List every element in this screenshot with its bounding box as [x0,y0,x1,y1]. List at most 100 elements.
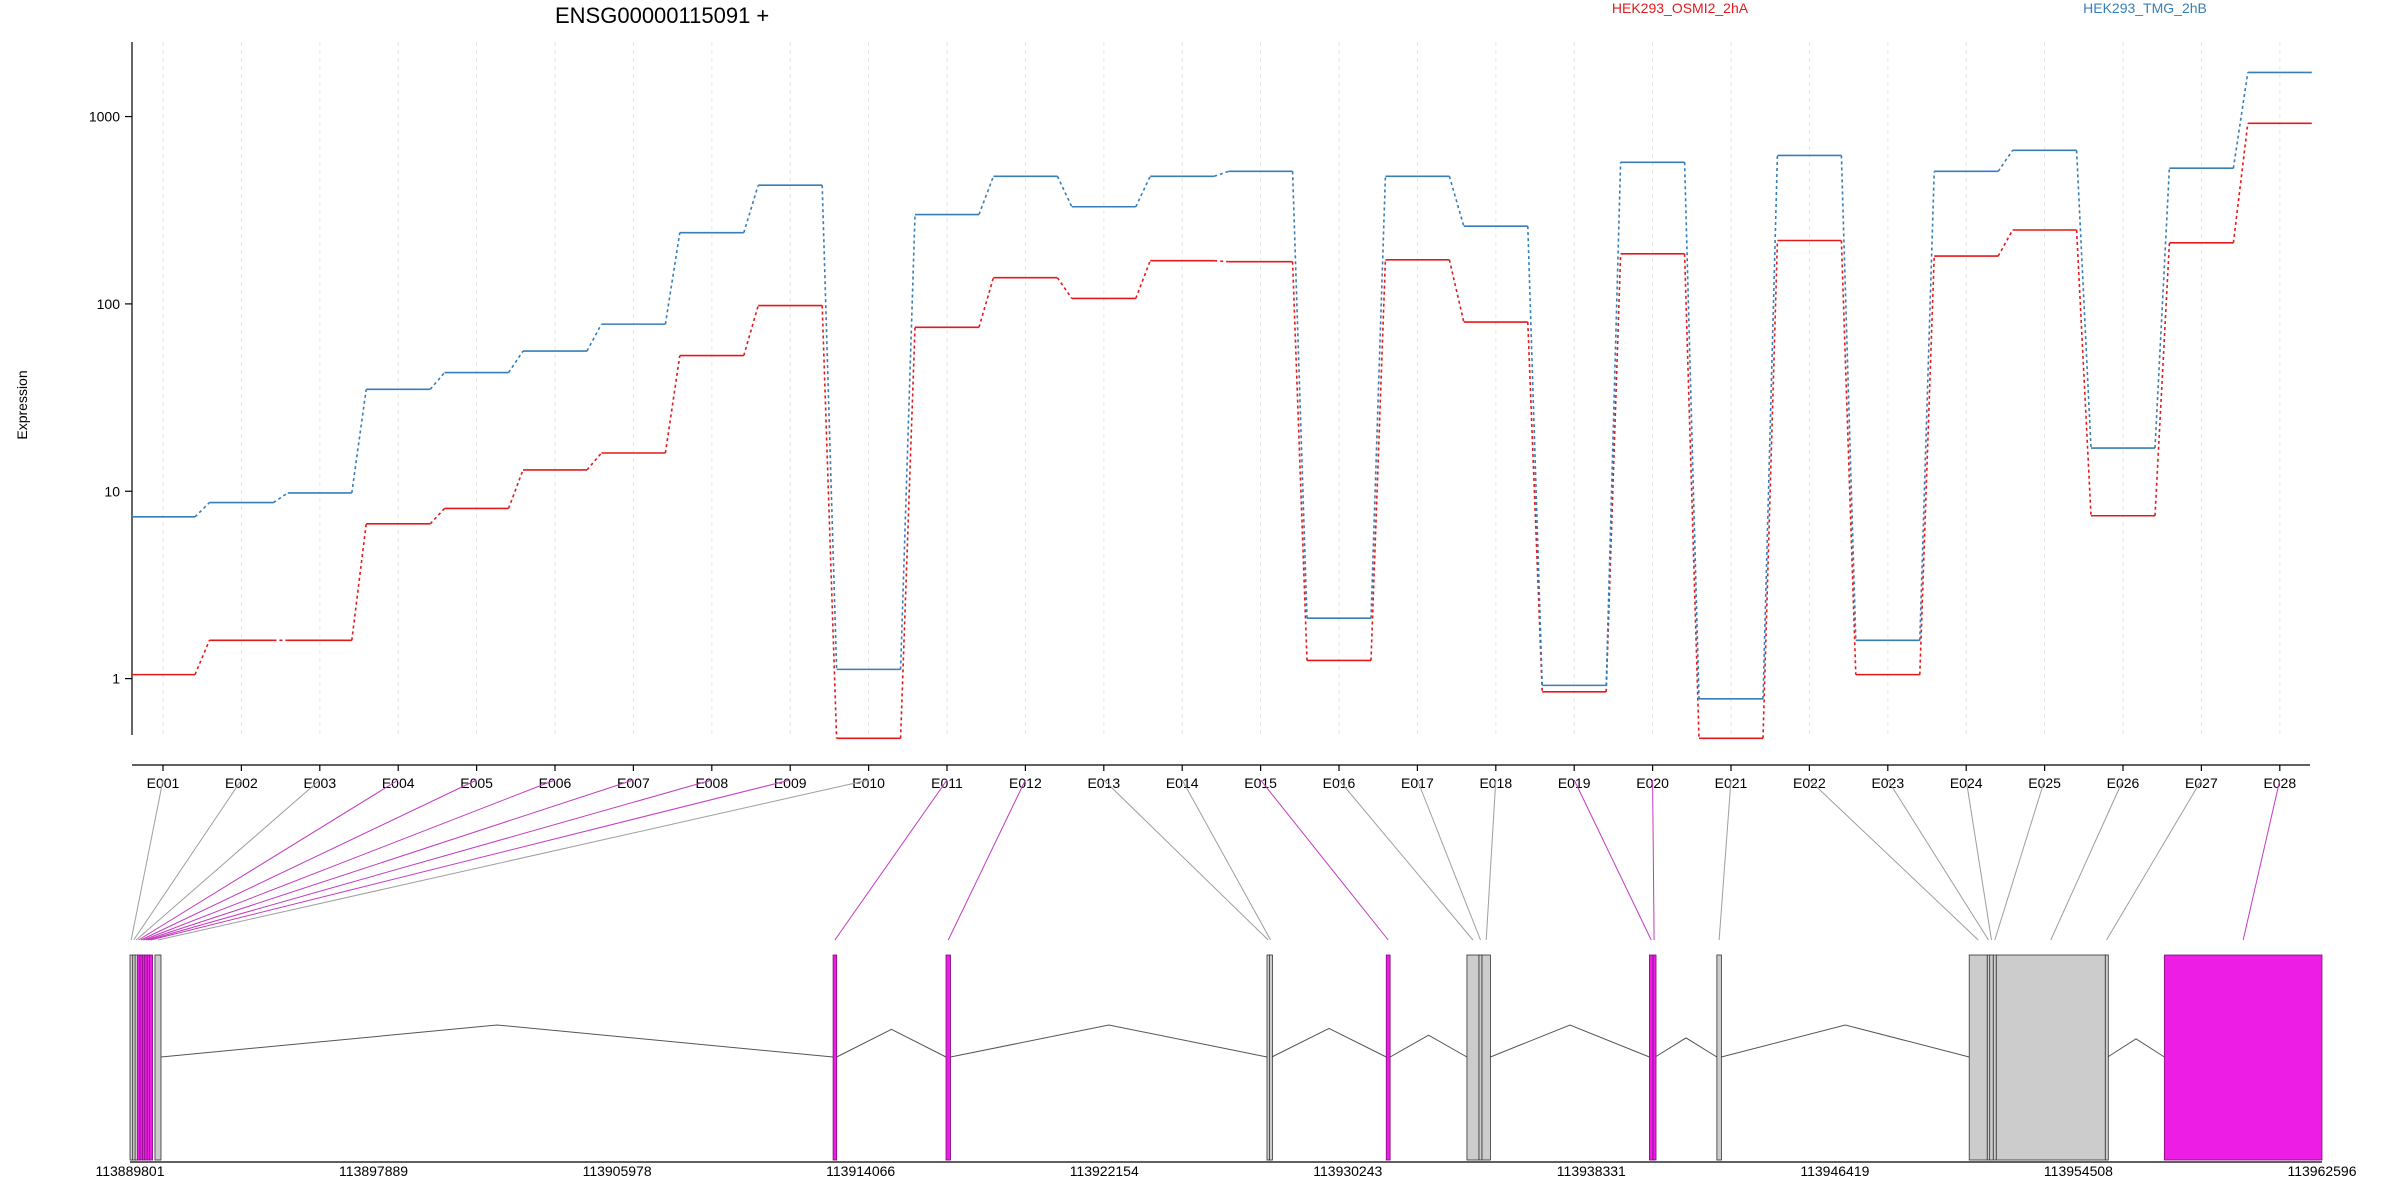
x-tick-label-e001: E001 [147,775,180,791]
exon-block-e016 [1466,954,1480,1161]
link-line-e014 [1181,779,1272,941]
exon-block-e019 [1649,954,1654,1161]
x-tick-label-e006: E006 [539,775,572,791]
link-line-e009 [150,779,791,941]
series-2-connector-2 [272,492,289,504]
exon-block-e017 [1478,954,1483,1161]
exon-block-e024 [1989,954,1994,1161]
link-line-e004 [138,779,399,941]
series-1-connector-27 [2232,123,2249,243]
genomic-tick-label-2: 113897889 [339,1163,408,1179]
gene-model [129,954,2323,1161]
series-2-connector-1 [194,502,210,518]
link-line-e007 [145,779,634,941]
genomic-tick-label-6: 113930243 [1313,1163,1382,1179]
intron-4 [1271,1027,1387,1058]
series-1-connector-16 [1370,259,1387,661]
x-tick-label-e022: E022 [1793,775,1826,791]
exon-block-e025 [1992,954,1997,1161]
exon-block-e011 [832,954,838,1161]
series-2-connector-20 [1683,162,1700,699]
series-1-connector-10 [899,327,916,739]
series-2 [131,71,2312,700]
link-line-e022 [1809,779,1979,941]
x-tick-label-e013: E013 [1087,775,1120,791]
exon-block-e018 [1481,954,1491,1161]
series-2-connector-26 [2154,168,2171,449]
series-1-connector-23 [1919,256,1935,675]
link-line-e006 [143,779,556,941]
intron-7 [1654,1037,1718,1058]
series-2-connector-19 [1605,162,1622,686]
chart-title: ENSG00000115091 + [555,3,769,28]
link-line-e025 [1994,779,2046,941]
link-line-e012 [947,779,1026,941]
exon-block-e020 [1652,954,1657,1161]
link-line-e026 [2050,779,2124,941]
series-1 [131,122,2312,740]
y-axis-label: Expression [14,370,30,439]
intron-5 [1389,1034,1468,1058]
exon-block-e012 [945,954,951,1161]
legend-entry-1: HEK293_OSMI2_2hA [1612,0,1749,16]
series-2-connector-24 [1997,149,2014,172]
genomic-tick-label-10: 113962596 [2287,1163,2356,1179]
genomic-axis: 113889801 113897889 113905978 113914066 1139… [95,1161,2357,1179]
exon-block-e027 [2104,954,2109,1161]
series-layer [131,71,2312,740]
link-line-e019 [1573,779,1652,941]
series-1-connector-3 [351,523,367,641]
x-tick-label-e008: E008 [695,775,728,791]
series-2-connector-3 [351,389,367,494]
link-line-e008 [148,779,712,941]
legend-entry-2: HEK293_TMG_2hB [2083,0,2207,16]
series-1-connector-17 [1448,259,1465,323]
exon-link-lines [130,779,2281,941]
series-1-connector-15 [1291,261,1308,661]
link-line-e024 [1965,779,1992,941]
link-line-e018 [1485,779,1497,941]
series-2-connector-9 [821,185,838,670]
series-2-connector-27 [2232,72,2249,169]
intron-3 [950,1024,1268,1058]
series-1-connector-20 [1683,253,1700,739]
series-1-connector-4 [429,507,446,525]
exon-block-e010 [154,954,162,1161]
x-tick-label-e007: E007 [617,775,650,791]
legend: HEK293_OSMI2_2hA HEK293_TMG_2hB [1612,0,2207,16]
link-line-e013 [1103,779,1269,941]
exon-block-e028 [2163,954,2323,1161]
x-tick-label-e009: E009 [774,775,807,791]
series-1-connector-26 [2154,242,2171,516]
genomic-tick-label-8: 113946419 [1800,1163,1869,1179]
genomic-tick-label-1: 113889801 [95,1163,164,1179]
series-2-connector-13 [1135,175,1151,208]
genomic-tick-label-5: 113922154 [1070,1163,1139,1179]
x-tick-label-e005: E005 [460,775,493,791]
series-1-connector-12 [1056,277,1073,299]
series-2-connector-10 [899,214,916,670]
series-2-connector-17 [1448,176,1465,227]
series-2-connector-25 [2075,150,2092,449]
x-tick-label-e004: E004 [382,775,415,791]
series-1-connector-19 [1605,253,1622,692]
x-tick-label-e003: E003 [303,775,336,791]
x-tick-label-e012: E012 [1009,775,1042,791]
x-tick-label-e019: E019 [1558,775,1591,791]
x-tick-label-e016: E016 [1323,775,1356,791]
y-tick-label-100: 100 [97,296,121,312]
intron-2 [836,1028,947,1058]
link-line-e028 [2242,779,2281,941]
exon-block-e015 [1385,954,1391,1161]
series-1-connector-7 [664,355,681,454]
link-line-e017 [1416,779,1481,941]
link-line-e016 [1338,779,1474,941]
x-tick-label-e002: E002 [225,775,258,791]
genomic-tick-label-9: 113954508 [2044,1163,2113,1179]
x-tick-label-e011: E011 [931,775,963,791]
series-1-connector-22 [1840,240,1857,675]
x-tick-label-e010: E010 [852,775,885,791]
y-axis: 1 10 100 1000 [89,42,133,735]
series-1-connector-9 [821,305,838,739]
